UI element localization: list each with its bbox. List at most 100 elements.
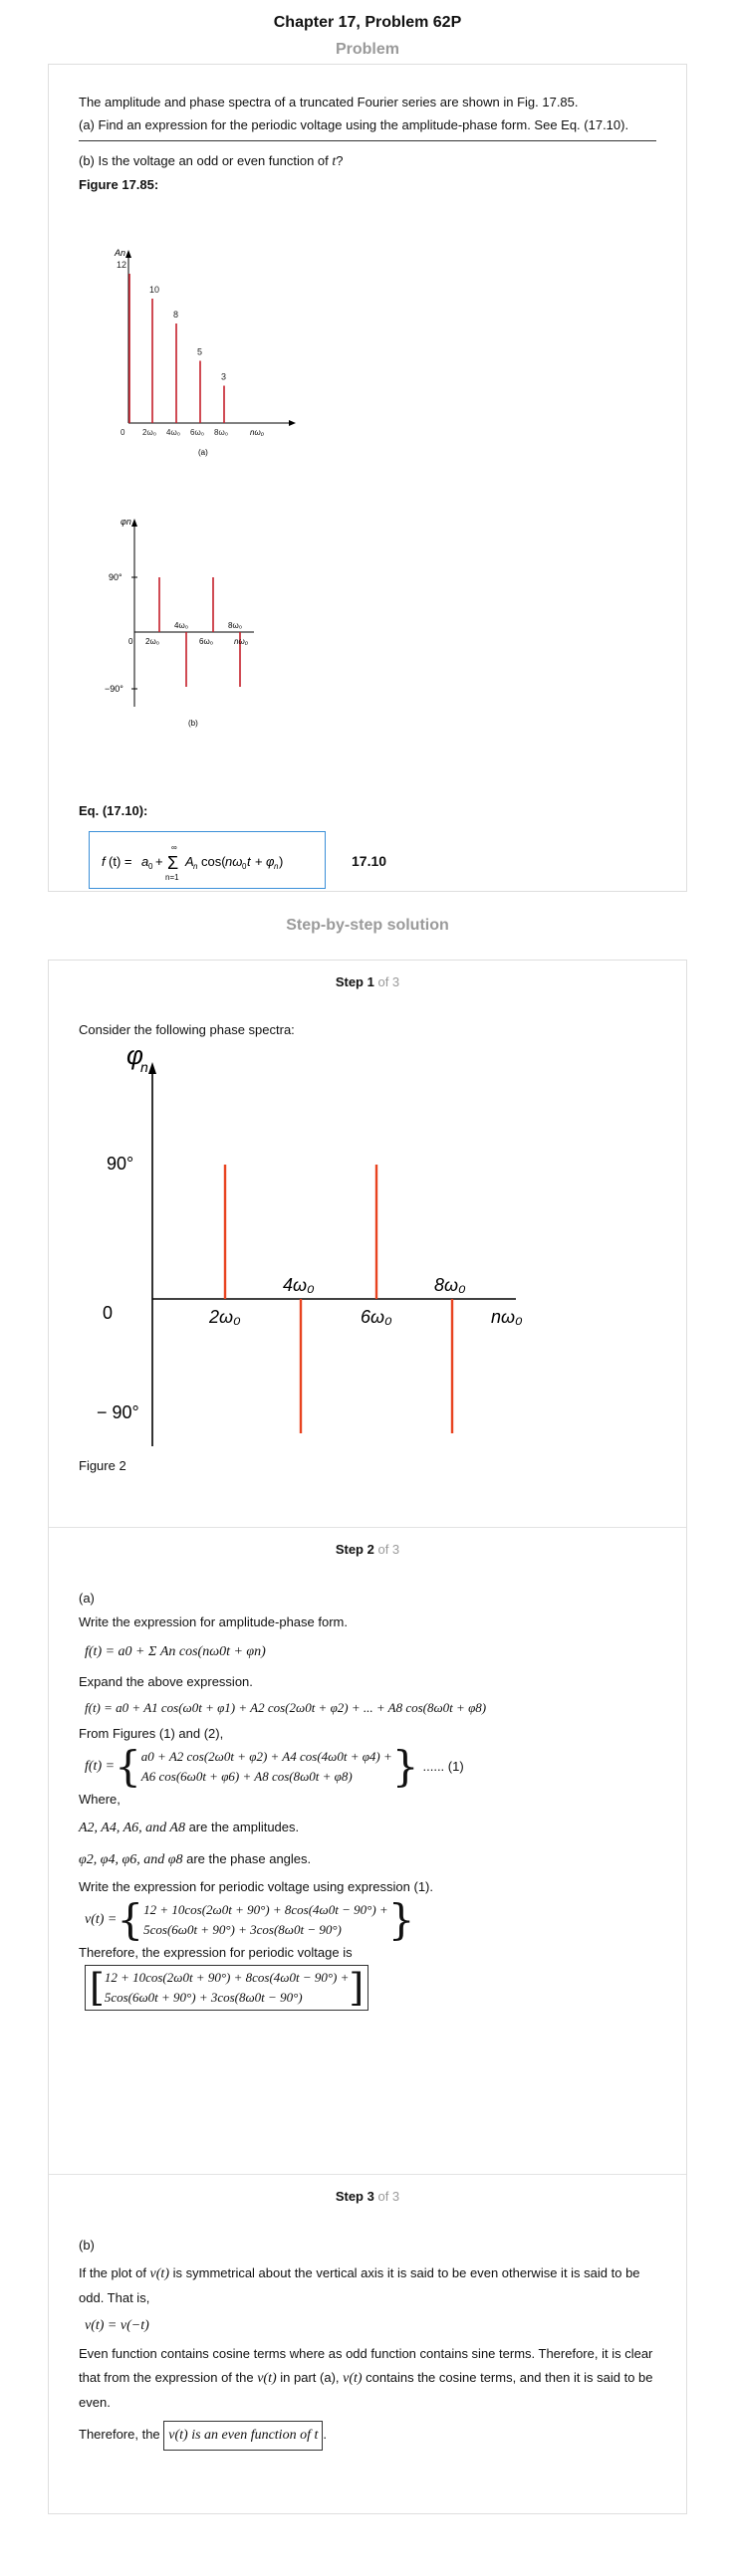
x-axis-label: nω₀ — [491, 1307, 523, 1327]
svg-text:φ: φ — [266, 854, 275, 869]
figure-2-caption: Figure 2 — [79, 1458, 126, 1473]
step-3-label: Step 3 — [335, 2189, 374, 2204]
step-1-of: of 3 — [377, 974, 400, 989]
problem-part-a: (a) Find an expression for the periodic … — [79, 117, 629, 132]
x-tick-label: 6ω₀ — [199, 637, 213, 646]
svg-text:cos(: cos( — [201, 854, 226, 869]
y-axis-arrow — [125, 250, 131, 258]
figure-label: Figure 17.85: — [79, 177, 159, 192]
step-3-text-1b: is symmetrical about the vertical axis i… — [79, 2265, 640, 2305]
part-b-prefix: (b) Is the voltage an odd or even functi… — [79, 153, 333, 168]
y-axis-arrow — [148, 1062, 156, 1074]
step-2-of: of 3 — [377, 1542, 400, 1557]
step-1: Step 1 of 3 Consider the following phase… — [49, 961, 686, 1528]
step-2-text-6: Therefore, the expression for periodic v… — [79, 1945, 353, 1960]
x-tick-label: 4ω₀ — [174, 621, 188, 630]
x-tick-label: 8ω₀ — [214, 428, 228, 437]
eq-number: 17.10 — [352, 853, 387, 869]
step-3-text-2a: Even function contains cosine terms wher… — [79, 2346, 653, 2385]
svg-text:n: n — [193, 862, 198, 871]
step-1-title: Step 1 of 3 — [49, 961, 686, 989]
bar-value-label: 12 — [117, 260, 126, 270]
y-axis-label: φ — [126, 1048, 143, 1070]
svg-text:+: + — [255, 854, 263, 869]
step-2-text-3: From Figures (1) and (2), — [79, 1726, 224, 1741]
page-title: Chapter 17, Problem 62P — [273, 14, 462, 31]
amplitude-phase-eq: f(t) = a0 + Σ An cos(nω0t + φn) — [85, 1644, 266, 1659]
expression-1: f (t) = { a0 + A2 cos(2ω0t + φ2) + A4 cos… — [85, 1742, 464, 1791]
vt-symbol-2: v(t) — [257, 2371, 277, 2386]
problem-part-b: (b) Is the voltage an odd or even functi… — [79, 151, 656, 171]
x-tick-label: 2ω₀ — [142, 428, 156, 437]
svg-text:0: 0 — [148, 862, 153, 871]
x-tick-label: 8ω₀ — [228, 621, 242, 630]
step-3-of: of 3 — [377, 2189, 400, 2204]
x-tick-label: 4ω₀ — [166, 428, 180, 437]
amplitudes-line: A2, A4, A6, and A8 are the amplitudes. — [49, 1812, 686, 1844]
y-tick-label: −90° — [105, 684, 123, 694]
phase-spectrum-chart: φn 90° −90° 0 2ω₀ 4ω₀ 6ω₀ 8ω₀ nω₀ (b) — [105, 517, 254, 728]
step-3-text-3a: Therefore, the — [79, 2427, 164, 2442]
svg-text:): ) — [279, 854, 283, 869]
svg-text:∞: ∞ — [171, 843, 177, 852]
final-voltage-line-1: 12 + 10cos(2ω0t + 90°) + 8cos(4ω0t − 90°… — [104, 1970, 350, 1985]
expression-1-line-2: A6 cos(6ω0t + φ6) + A8 cos(8ω0t + φ8) — [140, 1769, 353, 1784]
step-3-text-1: If the plot of v(t) is symmetrical about… — [49, 2261, 686, 2310]
final-answer-box: v(t) is an even function of t — [163, 2421, 324, 2451]
even-condition-eq: v(t) = v(−t) — [85, 2318, 149, 2333]
amplitude-text: are the amplitudes. — [184, 1820, 300, 1834]
voltage-line-2: 5cos(6ω0t + 90°) + 3cos(8ω0t − 90°) — [143, 1922, 342, 1937]
x-tick-label: 2ω₀ — [208, 1307, 241, 1327]
step-2-text-5: Write the expression for periodic voltag… — [79, 1879, 433, 1894]
divider — [79, 140, 656, 141]
part-b-suffix: ? — [336, 153, 344, 168]
x-axis-arrow — [289, 420, 296, 426]
solution-card: Step 1 of 3 Consider the following phase… — [48, 960, 687, 2514]
expression-1-tag: ...... (1) — [422, 1759, 464, 1774]
chart-caption: (b) — [188, 719, 198, 728]
phase-vars: φ2, φ4, φ6, and φ8 — [79, 1852, 183, 1867]
chart-caption: (a) — [198, 448, 208, 457]
svg-text:f: f — [102, 854, 107, 869]
part-b-var: t — [332, 154, 337, 169]
x-tick-label: 8ω₀ — [434, 1275, 466, 1295]
expression-1-line-1: a0 + A2 cos(2ω0t + φ2) + A4 cos(4ω0t + φ… — [140, 1749, 392, 1764]
step-2: Step 2 of 3 (a) Write the expression for… — [49, 1528, 686, 2175]
final-voltage-line-2: 5cos(6ω0t + 90°) + 3cos(8ω0t − 90°) — [104, 1990, 303, 2005]
step-2-part: (a) — [79, 1591, 95, 1606]
expanded-eq: f(t) = a0 + A1 cos(ω0t + φ1) + A2 cos(2ω… — [85, 1700, 487, 1715]
step-3-text-2b: in part (a), — [276, 2370, 344, 2385]
solution-heading: Step-by-step solution — [286, 917, 449, 934]
svg-text:A: A — [184, 854, 194, 869]
svg-text:t: t — [247, 854, 252, 869]
step-3: Step 3 of 3 (b) If the plot of v(t) is s… — [49, 2175, 686, 2513]
bar-value-label: 5 — [197, 347, 202, 357]
x-tick-label: 2ω₀ — [145, 637, 159, 646]
y-axis-arrow — [131, 519, 137, 527]
svg-text:Σ: Σ — [167, 853, 178, 873]
vt-symbol-3: v(t) — [343, 2371, 363, 2386]
step-3-text-3b: . — [323, 2427, 327, 2442]
step-3-title: Step 3 of 3 — [49, 2175, 686, 2204]
step-2-label: Step 2 — [335, 1542, 374, 1557]
y-axis-label-sub: n — [140, 1059, 148, 1075]
voltage-expression: v(t) = { 12 + 10cos(2ω0t + 90°) + 8cos(4… — [85, 1895, 415, 1944]
y-axis-label: φn — [121, 517, 131, 527]
phases-line: φ2, φ4, φ6, and φ8 are the phase angles. — [49, 1844, 686, 1875]
svg-text:n: n — [274, 862, 279, 871]
bar-value-label: 10 — [149, 285, 159, 295]
problem-heading: Problem — [335, 41, 399, 58]
amplitude-spectrum-chart: An 12 0 10 2ω₀ 8 4ω₀ 5 6ω₀ 3 8ω₀ nω₀ (a) — [114, 248, 296, 457]
y-tick-label: 90° — [107, 1154, 133, 1174]
x-tick-label: 6ω₀ — [190, 428, 204, 437]
y-tick-label: − 90° — [97, 1402, 139, 1422]
svg-text:a: a — [141, 854, 148, 869]
step-3-text-2c: contains the cosine terms, and then it i… — [79, 2370, 653, 2410]
phase-spectra-figure-2: φn 90° − 90° 0 2ω₀ 4ω₀ 6ω₀ 8ω₀ nω₀ — [97, 1048, 523, 1446]
origin-label: 0 — [103, 1303, 113, 1323]
step-3-conclusion: Therefore, the v(t) is an even function … — [49, 2421, 686, 2451]
y-tick-label: 90° — [109, 572, 122, 582]
step-2-text-4: Where, — [79, 1792, 121, 1807]
svg-text:0: 0 — [242, 862, 247, 871]
step-2-text-1: Write the expression for amplitude-phase… — [79, 1614, 348, 1629]
